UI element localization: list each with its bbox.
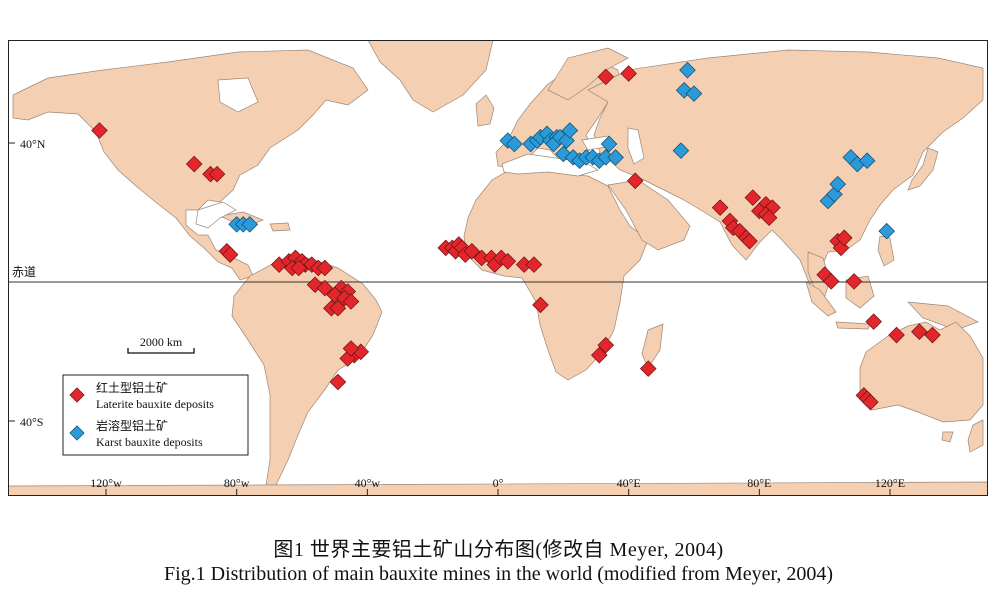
laterite-deposit-marker xyxy=(845,273,863,290)
lon-label: 40°w xyxy=(355,476,381,490)
madagascar-island xyxy=(641,323,664,369)
laterite-deposit-marker xyxy=(185,155,203,173)
java-island xyxy=(835,321,871,330)
karst-deposit-marker xyxy=(858,152,876,169)
laterite-deposit-marker xyxy=(865,313,882,330)
karst-deposit-marker xyxy=(561,122,579,139)
laterite-deposit-marker xyxy=(532,296,549,314)
scale-bar-label: 2000 km xyxy=(140,335,183,349)
laterite-deposit-marker xyxy=(620,65,637,82)
lon-label: 80°w xyxy=(224,476,250,490)
karst-deposit-marker xyxy=(679,61,696,79)
figure-caption-english: Fig.1 Distribution of main bauxite mines… xyxy=(163,563,834,585)
longitude-ticks: 120°w 80°w 40°w 0° 40°E 80°E 120°E xyxy=(90,476,905,496)
laterite-deposit-marker xyxy=(221,246,239,263)
laterite-deposit-marker xyxy=(597,68,615,86)
figure-caption-chinese: 图1 世界主要铝土矿山分布图(修改自 Meyer, 2004) xyxy=(273,539,724,561)
laterite-deposit-marker xyxy=(525,256,543,273)
legend-box xyxy=(62,374,249,456)
laterite-deposit-marker xyxy=(290,259,308,277)
map-canvas: 40°N 赤道 40°S 120°w 80°w 40°w 0° 40°E 80°E 120°… xyxy=(7,39,989,497)
legend-laterite-marker xyxy=(69,387,85,403)
hudson-bay xyxy=(217,77,259,113)
sumatra-island xyxy=(805,281,837,317)
legend-laterite-en: Laterite bauxite deposits xyxy=(96,397,214,411)
laterite-deposit-marker xyxy=(760,209,778,226)
laterite-deposit-marker xyxy=(91,122,108,139)
lon-label: 80°E xyxy=(747,476,771,490)
legend-karst-cn: 岩溶型铝土矿 xyxy=(96,418,168,433)
laterite-deposit-marker xyxy=(924,326,941,344)
laterite-deposit-marker xyxy=(473,249,490,267)
legend-laterite-cn: 红土型铝土矿 xyxy=(96,380,168,395)
south-america-landmass xyxy=(231,257,383,486)
lon-label: 40°E xyxy=(617,476,641,490)
laterite-deposit-marker xyxy=(911,323,928,340)
legend-karst-marker xyxy=(69,425,85,441)
lon-label: 0° xyxy=(493,476,504,490)
new-zealand-islands xyxy=(967,419,984,453)
scale-bar: 2000 km xyxy=(127,335,195,354)
laterite-deposit-marker xyxy=(597,336,615,354)
scandinavia-landmass xyxy=(547,47,629,101)
laterite-deposit-marker xyxy=(711,199,729,216)
laterite-deposit-marker xyxy=(329,299,347,317)
karst-deposit-marker xyxy=(607,149,624,166)
karst-deposit-marker xyxy=(241,216,259,233)
hispaniola-island xyxy=(269,222,291,232)
laterite-deposit-marker xyxy=(342,340,360,357)
legend-karst-en: Karst bauxite deposits xyxy=(96,435,203,449)
karst-deposit-marker xyxy=(506,135,523,153)
laterite-deposit-marker xyxy=(590,346,608,364)
mediterranean-sea xyxy=(501,153,599,177)
karst-deposit-marker xyxy=(685,85,703,102)
laterite-deposit-marker xyxy=(499,253,517,270)
caspian-sea xyxy=(627,127,645,165)
greenland-landmass xyxy=(367,39,494,113)
arabia-landmass xyxy=(607,179,691,251)
lon-label: 120°E xyxy=(875,476,905,490)
laterite-deposit-marker xyxy=(888,326,905,344)
deposit-markers xyxy=(91,61,941,411)
laterite-deposit-marker xyxy=(515,256,533,273)
japan-islands xyxy=(907,147,939,191)
laterite-deposit-marker xyxy=(316,259,334,277)
laterite-deposit-marker xyxy=(463,242,481,260)
world-map: 40°N 赤道 40°S 120°w 80°w 40°w 0° 40°E 80°E 120°… xyxy=(7,39,989,497)
laterite-deposit-marker xyxy=(639,360,657,377)
karst-deposit-marker xyxy=(597,149,615,166)
legend: 红土型铝土矿 Laterite bauxite deposits 岩溶型铝土矿 … xyxy=(62,374,249,456)
laterite-deposit-marker xyxy=(329,373,347,391)
britain-island xyxy=(475,94,495,127)
laterite-deposit-marker xyxy=(208,165,226,183)
scale-bar-line xyxy=(127,348,195,354)
laterite-deposit-marker xyxy=(626,172,644,190)
lat-label-40n: 40°N xyxy=(20,137,46,151)
laterite-deposit-marker xyxy=(822,273,840,290)
laterite-deposit-marker xyxy=(835,229,853,247)
laterite-deposit-marker xyxy=(862,393,879,411)
tasmania-island xyxy=(941,431,954,443)
gulf-of-mexico xyxy=(195,201,237,229)
laterite-deposit-marker xyxy=(741,232,758,250)
lat-label-equator: 赤道 xyxy=(12,265,36,279)
laterite-deposit-marker xyxy=(316,279,334,297)
karst-deposit-marker xyxy=(878,222,896,240)
laterite-deposit-marker xyxy=(744,189,762,206)
lon-label: 120°w xyxy=(90,476,122,490)
karst-deposit-marker xyxy=(672,142,690,159)
karst-deposit-marker xyxy=(600,135,618,153)
new-guinea-island xyxy=(907,301,979,331)
karst-deposit-marker xyxy=(829,175,847,193)
lat-label-40s: 40°S xyxy=(20,415,43,429)
laterite-deposit-marker xyxy=(342,293,360,310)
